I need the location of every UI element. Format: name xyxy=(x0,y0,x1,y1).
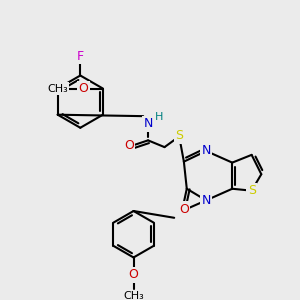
Text: O: O xyxy=(179,202,189,216)
Text: S: S xyxy=(248,184,256,197)
Text: O: O xyxy=(124,139,134,152)
Text: N: N xyxy=(202,145,211,158)
Text: O: O xyxy=(129,268,139,281)
Text: S: S xyxy=(175,129,183,142)
Text: N: N xyxy=(202,194,211,207)
Text: CH₃: CH₃ xyxy=(123,291,144,300)
Text: N: N xyxy=(143,117,153,130)
Text: CH₃: CH₃ xyxy=(47,84,68,94)
Text: O: O xyxy=(79,82,88,95)
Text: F: F xyxy=(77,50,84,63)
Text: H: H xyxy=(154,112,163,122)
